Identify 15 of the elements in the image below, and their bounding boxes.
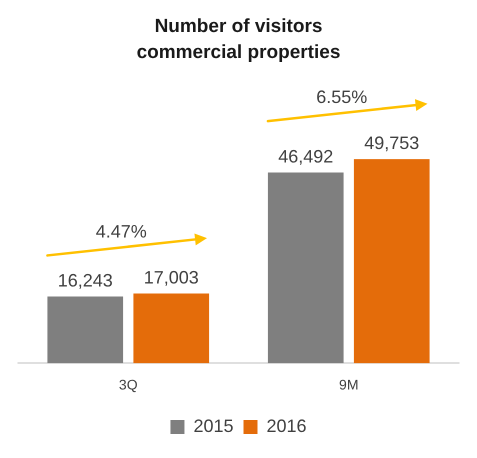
text: 6.55%: [316, 87, 368, 108]
x-tick-label: 3Q: [118, 376, 138, 392]
chart-title: Number of visitors commercial properties: [136, 15, 342, 65]
legend-label: 2016: [266, 416, 307, 436]
data-label: 16,243: [58, 270, 113, 291]
bar: [268, 172, 344, 364]
bar: [354, 159, 430, 364]
bar: [133, 293, 210, 364]
annotation: 4.47%: [96, 221, 147, 242]
data-label: 49,753: [364, 133, 420, 154]
x-tick-label: 9M: [339, 376, 358, 392]
data-label: 46,492: [278, 146, 334, 166]
data-label: 17,003: [144, 267, 199, 288]
legend-label: 2015: [193, 416, 234, 436]
bar: [47, 296, 124, 364]
